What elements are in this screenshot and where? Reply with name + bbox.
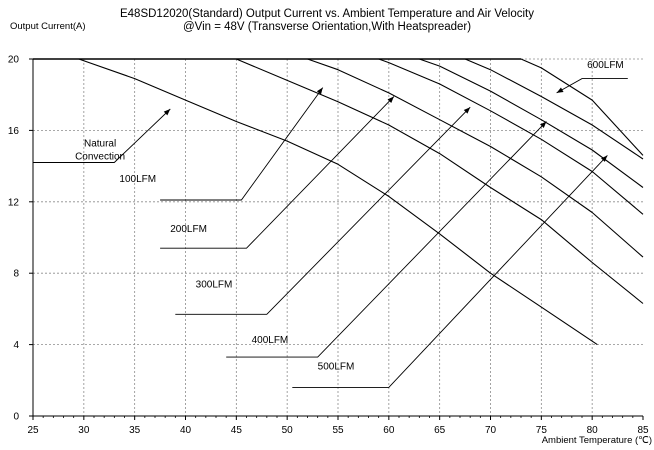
leader-line — [226, 121, 547, 358]
arrowhead — [463, 107, 471, 114]
annotation-label: Convection — [75, 151, 125, 162]
curve-annotations: Natural Convection 100LFM 200LFM 300LFM 400LF… — [33, 60, 628, 388]
x-tick-label: 85 — [637, 425, 649, 436]
x-tick-label: 60 — [383, 425, 395, 436]
x-tick-label: 50 — [282, 425, 294, 436]
y-axis-label: Output Current(A) — [10, 21, 86, 32]
x-tick-label: 40 — [180, 425, 192, 436]
arrowhead — [540, 121, 547, 128]
leader-line — [175, 106, 471, 315]
leader-line — [160, 96, 395, 249]
arrowhead — [556, 87, 564, 93]
arrowhead — [601, 155, 608, 162]
arrowhead — [387, 96, 394, 103]
x-tick-label: 30 — [78, 425, 90, 436]
axes: 25 30 35 40 45 50 55 60 65 70 75 80 85 0 4 8 12 16 20 — [8, 55, 649, 437]
annotation-label: 500LFM — [318, 362, 355, 373]
annotation-label: Natural — [84, 138, 116, 149]
x-tick-label: 80 — [587, 425, 599, 436]
series-curve — [378, 58, 644, 215]
y-tick-label: 8 — [13, 269, 19, 280]
leader-line — [556, 78, 628, 94]
arrowhead — [316, 87, 323, 95]
x-tick-label: 25 — [27, 425, 39, 436]
annotation-label: 600LFM — [587, 60, 624, 71]
series-curves — [33, 58, 644, 346]
x-tick-label: 45 — [231, 425, 243, 436]
y-tick-label: 20 — [8, 55, 20, 66]
annotation-label: 100LFM — [119, 174, 156, 185]
annotation-label: 400LFM — [252, 335, 289, 346]
chart-subtitle: @Vin = 48V (Transverse Orientation,With … — [182, 21, 472, 33]
y-tick-label: 16 — [8, 126, 20, 137]
x-tick-label: 55 — [332, 425, 344, 436]
series-curve — [520, 58, 644, 156]
leader-line — [33, 108, 171, 163]
x-axis-label: Ambient Temperature (℃) — [541, 435, 652, 446]
series-curve — [419, 58, 644, 188]
x-tick-label: 35 — [129, 425, 141, 436]
x-tick-label: 65 — [434, 425, 446, 436]
series-curve — [236, 58, 644, 304]
chart-title: E48SD12020(Standard) Output Current vs. … — [119, 8, 535, 20]
y-tick-label: 4 — [13, 340, 19, 351]
annotation-label: 300LFM — [196, 279, 233, 290]
arrowhead — [163, 108, 171, 116]
series-curve — [464, 58, 644, 160]
x-tick-label: 70 — [485, 425, 497, 436]
leader-line — [160, 87, 324, 201]
annotation-label: 200LFM — [170, 224, 207, 235]
y-tick-label: 0 — [13, 412, 19, 423]
leader-line — [292, 155, 608, 388]
series-curve — [307, 58, 644, 258]
y-tick-label: 12 — [8, 197, 20, 208]
series-curve — [78, 58, 598, 346]
x-tick-label: 75 — [536, 425, 548, 436]
